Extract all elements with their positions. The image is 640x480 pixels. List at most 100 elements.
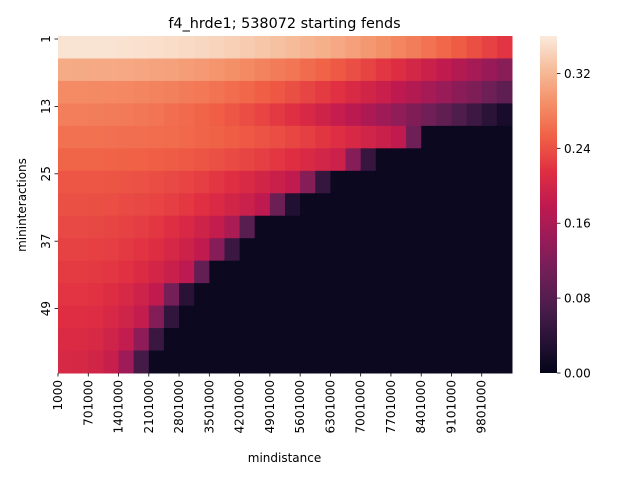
heatmap-cell	[360, 148, 377, 172]
heatmap-cell	[148, 350, 165, 374]
heatmap-cell	[163, 58, 180, 82]
heatmap-cell	[239, 103, 256, 127]
heatmap-cell	[390, 260, 407, 284]
heatmap-cell	[451, 170, 468, 194]
heatmap-cell	[315, 36, 331, 59]
heatmap-cell	[269, 193, 286, 217]
heatmap-cell	[466, 305, 483, 329]
heatmap-cell	[103, 193, 120, 217]
heatmap-cell	[254, 125, 271, 149]
heatmap-cell	[254, 350, 271, 374]
heatmap-cell	[375, 260, 392, 284]
heatmap-cell	[330, 80, 347, 104]
heatmap-cell	[406, 305, 422, 329]
heatmap-cell	[269, 170, 286, 194]
heatmap-cell	[300, 80, 316, 104]
heatmap-cell	[118, 80, 135, 104]
heatmap-cell	[345, 238, 362, 262]
heatmap-cell	[118, 305, 135, 329]
heatmap-cell	[496, 215, 513, 239]
heatmap-cell	[375, 36, 392, 59]
heatmap-cell	[239, 350, 256, 374]
heatmap-cell	[315, 260, 331, 284]
heatmap-cell	[345, 193, 362, 217]
y-tick-label: 37	[39, 234, 53, 249]
heatmap-cell	[330, 170, 347, 194]
heatmap-cell	[148, 283, 165, 307]
heatmap-cell	[194, 80, 210, 104]
heatmap-cell	[179, 238, 195, 262]
heatmap-cell	[406, 215, 422, 239]
heatmap-cell	[194, 36, 210, 59]
heatmap-cell	[254, 170, 271, 194]
heatmap-cell	[496, 193, 513, 217]
heatmap-cell	[103, 283, 120, 307]
heatmap-cell	[269, 328, 286, 352]
heatmap-cell	[269, 215, 286, 239]
heatmap-cell	[163, 350, 180, 374]
heatmap-cell	[148, 36, 165, 59]
heatmap-cell	[466, 80, 483, 104]
heatmap-cell	[194, 103, 210, 127]
heatmap-cell	[436, 125, 452, 149]
heatmap-cell	[224, 148, 241, 172]
heatmap-cell	[163, 283, 180, 307]
heatmap-cell	[421, 36, 437, 59]
heatmap-cell	[466, 193, 483, 217]
heatmap-cell	[436, 170, 452, 194]
heatmap-cell	[179, 80, 195, 104]
heatmap-cell	[269, 238, 286, 262]
heatmap-cell	[269, 36, 286, 59]
heatmap-cell	[300, 193, 316, 217]
heatmap-cell	[58, 215, 74, 239]
heatmap-cell	[436, 215, 452, 239]
heatmap-cell	[406, 328, 422, 352]
heatmap-cell	[88, 170, 104, 194]
heatmap-cell	[496, 148, 513, 172]
heatmap-cell	[285, 215, 301, 239]
heatmap-cells	[58, 36, 513, 374]
y-axis-label: mininteractions	[15, 158, 29, 252]
heatmap-cell	[254, 283, 271, 307]
heatmap-cell	[451, 193, 468, 217]
heatmap-cell	[224, 260, 241, 284]
heatmap-cell	[118, 103, 135, 127]
heatmap-cell	[421, 80, 437, 104]
heatmap-cell	[133, 170, 150, 194]
heatmap-cell	[330, 305, 347, 329]
heatmap-cell	[179, 103, 195, 127]
heatmap-cell	[179, 125, 195, 149]
heatmap-cell	[239, 148, 256, 172]
colorbar-tick-label: 0.16	[564, 217, 591, 231]
heatmap-cell	[375, 350, 392, 374]
heatmap-cell	[466, 148, 483, 172]
heatmap-cell	[88, 283, 104, 307]
heatmap-cell	[133, 260, 150, 284]
heatmap-cell	[451, 125, 468, 149]
heatmap-cell	[73, 238, 89, 262]
heatmap-cell	[194, 305, 210, 329]
heatmap-cell	[209, 80, 225, 104]
y-axis-ticks: 1 13 25 37 49	[39, 35, 58, 316]
heatmap-cell	[254, 193, 271, 217]
heatmap-cell	[345, 328, 362, 352]
heatmap-cell	[300, 58, 316, 82]
heatmap-cell	[209, 350, 225, 374]
heatmap-cell	[239, 170, 256, 194]
heatmap-cell	[300, 215, 316, 239]
heatmap-cell	[285, 305, 301, 329]
heatmap-cell	[88, 80, 104, 104]
heatmap-cell	[254, 103, 271, 127]
heatmap-cell	[118, 215, 135, 239]
heatmap-cell	[194, 170, 210, 194]
heatmap-cell	[88, 103, 104, 127]
heatmap-cell	[58, 170, 74, 194]
heatmap-cell	[254, 80, 271, 104]
heatmap-cell	[421, 170, 437, 194]
heatmap-cell	[58, 36, 74, 59]
heatmap-cell	[436, 350, 452, 374]
heatmap-cell	[73, 350, 89, 374]
heatmap-cell	[330, 36, 347, 59]
heatmap-cell	[209, 58, 225, 82]
heatmap-cell	[451, 328, 468, 352]
